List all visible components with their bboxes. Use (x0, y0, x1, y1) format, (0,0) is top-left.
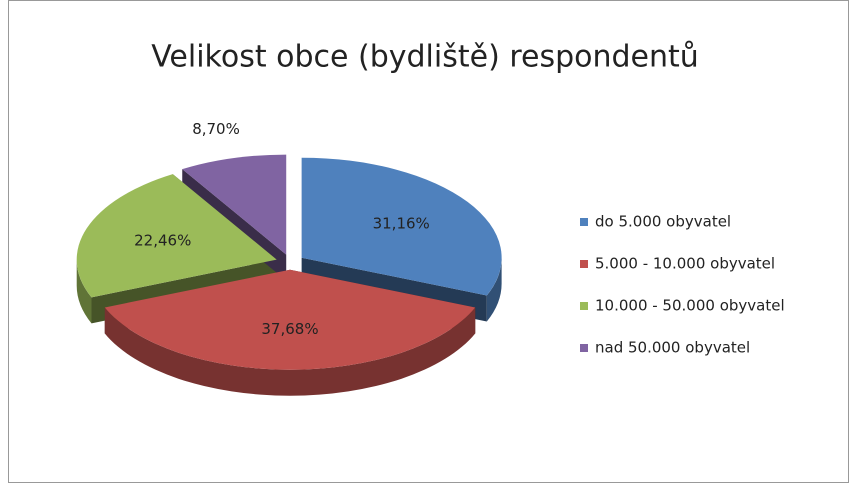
legend-swatch (580, 344, 588, 352)
data-label: 31,16% (373, 215, 430, 233)
legend-label: 5.000 - 10.000 obyvatel (595, 255, 775, 273)
chart-title: Velikost obce (bydliště) respondentů (151, 40, 699, 75)
slice-side (104, 307, 476, 396)
legend-swatch (580, 302, 588, 310)
legend-label: 10.000 - 50.000 obyvatel (595, 297, 785, 315)
legend-label: do 5.000 obyvatel (595, 213, 731, 231)
data-label: 37,68% (261, 320, 318, 338)
slice-side (76, 259, 92, 324)
slice (301, 157, 502, 296)
slice (182, 154, 287, 255)
legend-label: nad 50.000 obyvatel (595, 339, 750, 357)
slice-side (486, 257, 502, 322)
slice (104, 269, 476, 370)
legend-swatch (580, 218, 588, 226)
data-label: 8,70% (192, 120, 240, 138)
data-label: 22,46% (134, 231, 191, 249)
slice (76, 174, 277, 298)
legend-swatch (580, 260, 588, 268)
